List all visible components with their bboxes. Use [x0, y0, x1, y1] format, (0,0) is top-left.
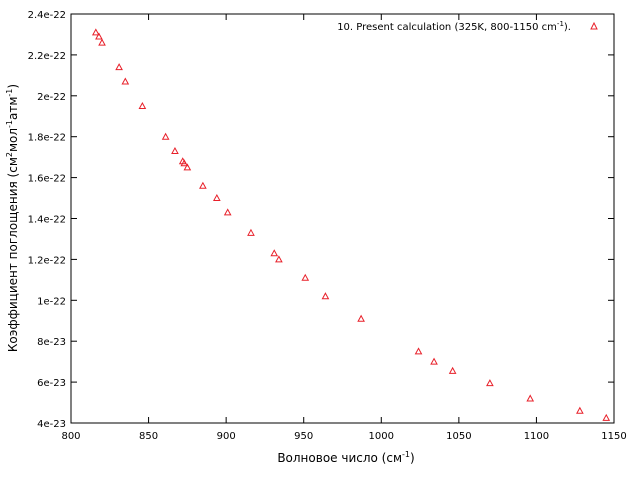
data-point	[357, 314, 365, 322]
data-point	[212, 194, 221, 202]
legend: 10. Present calculation (325K, 800-1150 …	[337, 20, 598, 33]
data-point	[115, 63, 123, 71]
x-tick-label: 900	[217, 431, 236, 442]
data-point	[275, 255, 283, 263]
y-tick-label: 1e-22	[37, 296, 66, 307]
data-point	[270, 249, 279, 257]
y-tick-label: 8e-23	[37, 337, 66, 348]
data-point	[121, 77, 130, 85]
x-tick-label: 800	[61, 431, 80, 442]
y-tick-label: 4e-23	[37, 419, 66, 430]
data-point	[301, 273, 310, 281]
legend-label: 10. Present calculation (325K, 800-1150 …	[337, 20, 571, 33]
data-point	[486, 379, 494, 387]
plot-frame	[70, 13, 615, 424]
x-tick-label: 1150	[601, 431, 626, 442]
data-point	[138, 101, 147, 110]
y-tick-label: 1.6e-22	[28, 174, 66, 185]
data-point	[602, 413, 611, 421]
legend-marker	[590, 21, 598, 30]
x-tick-label: 850	[139, 431, 158, 442]
data-point	[223, 208, 232, 216]
data-point	[448, 366, 457, 374]
data-point	[576, 406, 584, 414]
y-axis-label: Коэффициент поглощения (см2мол-1атм-1)	[5, 84, 20, 352]
data-point	[91, 28, 100, 36]
data-point	[161, 132, 170, 140]
data-point	[95, 32, 103, 40]
data-point	[183, 163, 192, 171]
data-point	[526, 394, 535, 402]
y-tick-label: 1.2e-22	[28, 255, 66, 266]
x-tick-label: 1100	[524, 431, 549, 442]
data-point	[247, 228, 255, 236]
data-point	[414, 347, 423, 355]
y-tick-label: 1.8e-22	[28, 133, 66, 144]
x-tick-label: 1050	[446, 431, 471, 442]
data-point	[180, 159, 189, 167]
y-tick-label: 6e-23	[37, 378, 66, 389]
x-tick-label: 950	[294, 431, 313, 442]
x-tick-label: 1000	[369, 431, 394, 442]
data-point	[98, 38, 106, 46]
tick-labels: 800 850 900 950 1000 1050 1100 1150 4e-23 6e-23 8e…	[28, 10, 627, 442]
y-tick-label: 2.4e-22	[28, 10, 66, 21]
x-axis-label: Волновое число (см-1)	[277, 450, 414, 465]
y-tick-label: 2.2e-22	[28, 51, 66, 62]
data-point	[199, 181, 207, 189]
data-point	[321, 292, 330, 300]
y-tick-label: 1.4e-22	[28, 215, 66, 226]
y-tick-label: 2e-22	[37, 92, 66, 103]
data-points	[91, 28, 611, 421]
data-point	[430, 357, 438, 365]
data-point	[171, 146, 179, 155]
